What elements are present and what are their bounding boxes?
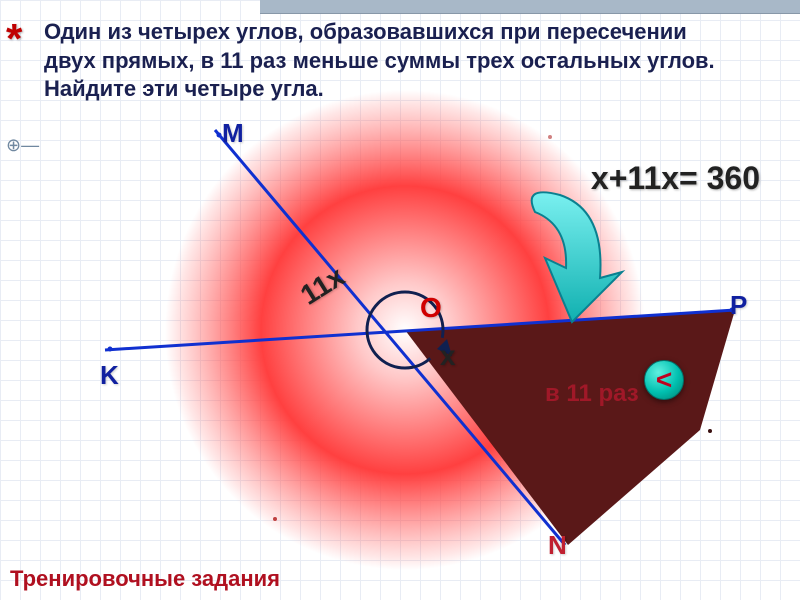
dot-1 [708,429,712,433]
label-M: M [222,118,244,149]
diagram-svg [0,0,800,600]
label-x: x [440,340,456,372]
less-than-icon: < [656,364,672,396]
dot-3 [548,135,552,139]
less-than-badge[interactable]: < [644,360,684,400]
label-K: K [100,360,119,391]
label-P: P [730,290,747,321]
label-N: N [548,530,567,561]
dot-2 [273,517,277,521]
equation-text: x+11x= 360 [591,160,760,197]
endpoint-M [217,133,222,138]
label-O: O [420,292,442,324]
footer-caption: Тренировочные задания [10,566,280,592]
endpoint-K [108,347,113,352]
ratio-hint: в 11 раз [545,380,639,408]
